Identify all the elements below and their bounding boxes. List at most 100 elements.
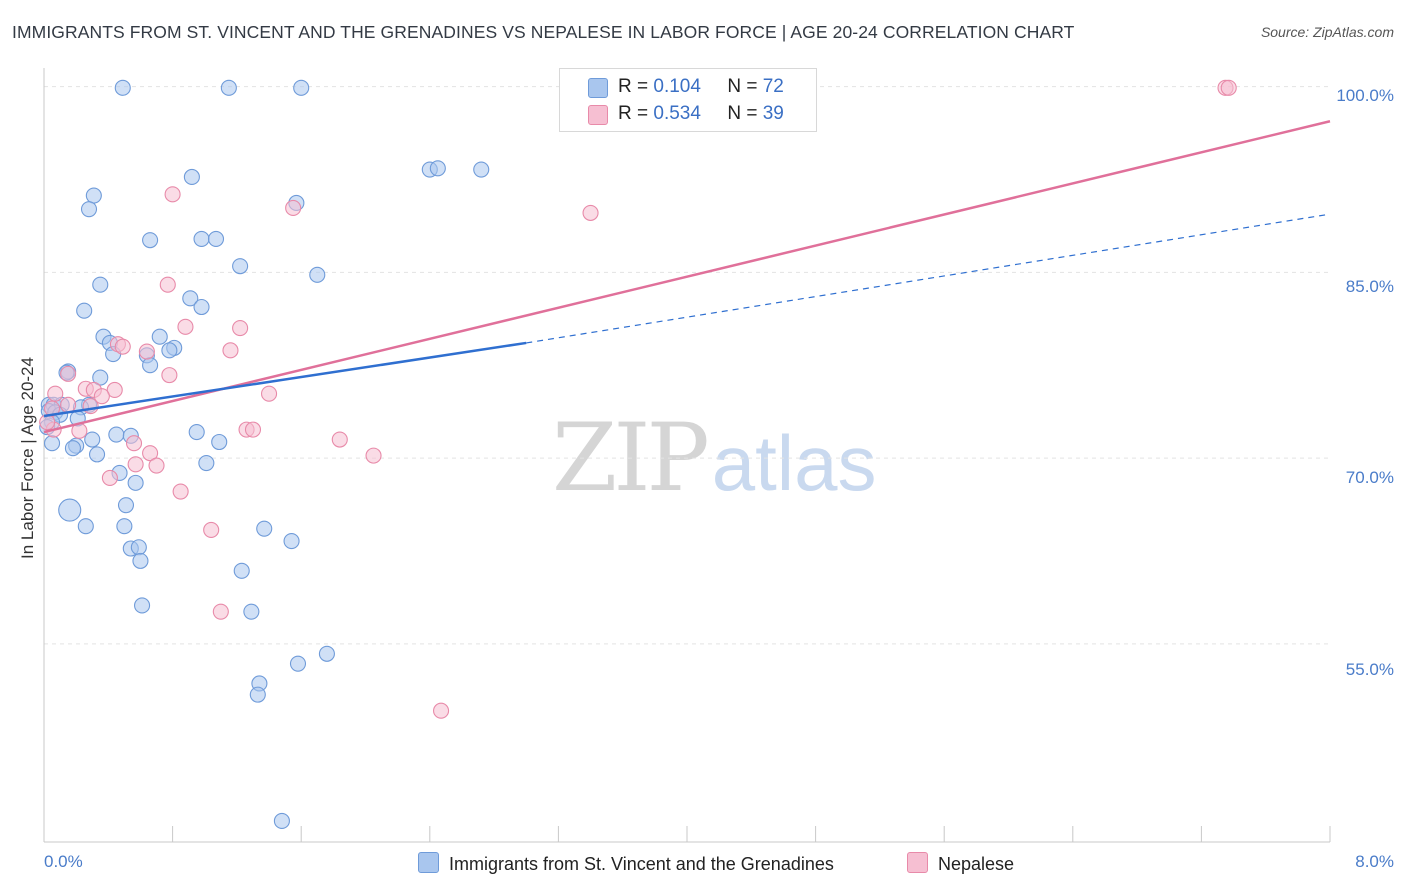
x-tick-label: 8.0% bbox=[1355, 852, 1394, 871]
data-point-pink bbox=[1220, 79, 1237, 96]
data-point-blue bbox=[249, 686, 266, 703]
data-point-blue bbox=[117, 497, 135, 514]
data-point-blue bbox=[88, 446, 106, 463]
data-point-blue bbox=[198, 454, 215, 472]
data-point-blue bbox=[43, 435, 61, 452]
data-point-blue bbox=[232, 258, 249, 275]
data-point-blue bbox=[309, 266, 326, 283]
data-point-blue bbox=[161, 342, 178, 359]
data-point-blue bbox=[127, 474, 144, 491]
data-point-blue bbox=[207, 230, 225, 247]
data-point-pink bbox=[177, 318, 194, 335]
data-point-pink bbox=[365, 447, 382, 464]
data-point-blue bbox=[77, 518, 94, 535]
y-tick-label: 55.0% bbox=[1345, 660, 1394, 679]
y-axis-label: In Labor Force | Age 20-24 bbox=[18, 357, 37, 559]
trend-line-pink bbox=[43, 120, 1331, 434]
data-point-blue bbox=[130, 539, 147, 556]
data-point-blue bbox=[220, 79, 237, 96]
y-tick-label: 100.0% bbox=[1336, 86, 1394, 105]
data-point-pink bbox=[285, 199, 302, 216]
y-tick-label: 85.0% bbox=[1345, 277, 1394, 296]
data-point-blue bbox=[318, 645, 335, 662]
data-point-blue bbox=[193, 230, 210, 247]
trend-line-blue bbox=[43, 341, 527, 418]
data-point-pink bbox=[47, 385, 64, 402]
data-point-blue bbox=[132, 552, 149, 569]
data-point-pink bbox=[172, 483, 189, 500]
data-point-blue bbox=[64, 440, 81, 457]
data-point-blue bbox=[134, 597, 151, 614]
data-point-blue bbox=[85, 187, 102, 204]
data-point-pink bbox=[159, 276, 176, 293]
legend-r-value: 0.104 bbox=[653, 76, 701, 97]
legend-text-pink: R = 0.534 N = 39 bbox=[618, 103, 784, 125]
data-point-pink bbox=[82, 398, 99, 415]
data-point-blue bbox=[429, 160, 446, 177]
data-point-blue bbox=[142, 357, 159, 374]
data-point-blue bbox=[182, 290, 199, 307]
legend-text-blue: R = 0.104 N = 72 bbox=[618, 76, 784, 98]
data-point-pink bbox=[222, 342, 239, 359]
watermark-atlas: atlas bbox=[711, 419, 877, 507]
legend-swatch-pink bbox=[588, 105, 608, 125]
y-tick-label: 70.0% bbox=[1345, 468, 1394, 487]
legend-n-value: 39 bbox=[762, 103, 784, 124]
bottom-legend-blue: Immigrants from St. Vincent and the Gren… bbox=[418, 852, 834, 875]
stats-legend: R = 0.104 N = 72 R = 0.534 N = 39 bbox=[559, 68, 817, 132]
data-point-blue bbox=[92, 276, 109, 293]
series-blue-points bbox=[39, 79, 490, 829]
series-pink-points bbox=[39, 79, 1237, 719]
data-point-blue bbox=[283, 533, 300, 550]
data-point-blue bbox=[116, 518, 133, 535]
data-point-blue bbox=[76, 302, 93, 319]
data-point-blue bbox=[273, 812, 290, 829]
chart-title: IMMIGRANTS FROM ST. VINCENT AND THE GREN… bbox=[12, 22, 1075, 42]
data-point-blue bbox=[142, 232, 159, 249]
data-point-blue bbox=[243, 603, 260, 620]
data-point-blue bbox=[233, 562, 250, 579]
data-point-blue bbox=[211, 433, 228, 451]
legend-r-label: R = bbox=[618, 76, 649, 97]
data-point-pink bbox=[125, 435, 143, 452]
watermark: ZIPatlas bbox=[552, 404, 876, 513]
legend-label-pink: Nepalese bbox=[938, 854, 1015, 874]
x-tick-label: 0.0% bbox=[44, 852, 83, 871]
axes bbox=[43, 68, 1331, 843]
data-point-blue bbox=[108, 426, 125, 443]
data-point-pink bbox=[127, 456, 144, 473]
data-point-pink bbox=[203, 521, 220, 538]
data-point-blue bbox=[193, 298, 210, 316]
data-point-blue bbox=[84, 431, 101, 448]
trend-lines bbox=[43, 120, 1331, 434]
legend-r-value: 0.534 bbox=[653, 103, 701, 124]
grid-lines bbox=[44, 86, 1330, 645]
data-point-blue bbox=[256, 520, 273, 537]
data-point-pink bbox=[433, 702, 450, 719]
data-point-blue bbox=[183, 168, 200, 186]
data-point-blue bbox=[151, 328, 168, 345]
data-point-blue bbox=[114, 79, 131, 96]
legend-n-label: N = bbox=[727, 103, 758, 124]
data-point-pink bbox=[232, 320, 249, 337]
data-point-pink bbox=[93, 388, 110, 405]
data-point-pink bbox=[260, 385, 278, 402]
legend-n-label: N = bbox=[727, 76, 758, 97]
data-point-pink bbox=[582, 204, 599, 221]
data-point-pink bbox=[331, 431, 348, 448]
data-point-pink bbox=[212, 603, 229, 620]
data-point-pink bbox=[142, 445, 159, 462]
data-point-blue bbox=[188, 424, 205, 441]
data-point-blue bbox=[80, 201, 98, 218]
legend-r-label: R = bbox=[618, 103, 649, 124]
data-point-pink bbox=[244, 421, 262, 438]
legend-label-blue: Immigrants from St. Vincent and the Gren… bbox=[449, 854, 834, 874]
data-point-blue bbox=[58, 498, 82, 522]
data-point-pink bbox=[161, 367, 178, 384]
legend-swatch-pink bbox=[907, 852, 928, 873]
data-point-pink bbox=[43, 400, 61, 417]
data-point-pink bbox=[101, 469, 118, 486]
bottom-legend-pink: Nepalese bbox=[907, 852, 1014, 875]
data-point-pink bbox=[148, 457, 165, 474]
